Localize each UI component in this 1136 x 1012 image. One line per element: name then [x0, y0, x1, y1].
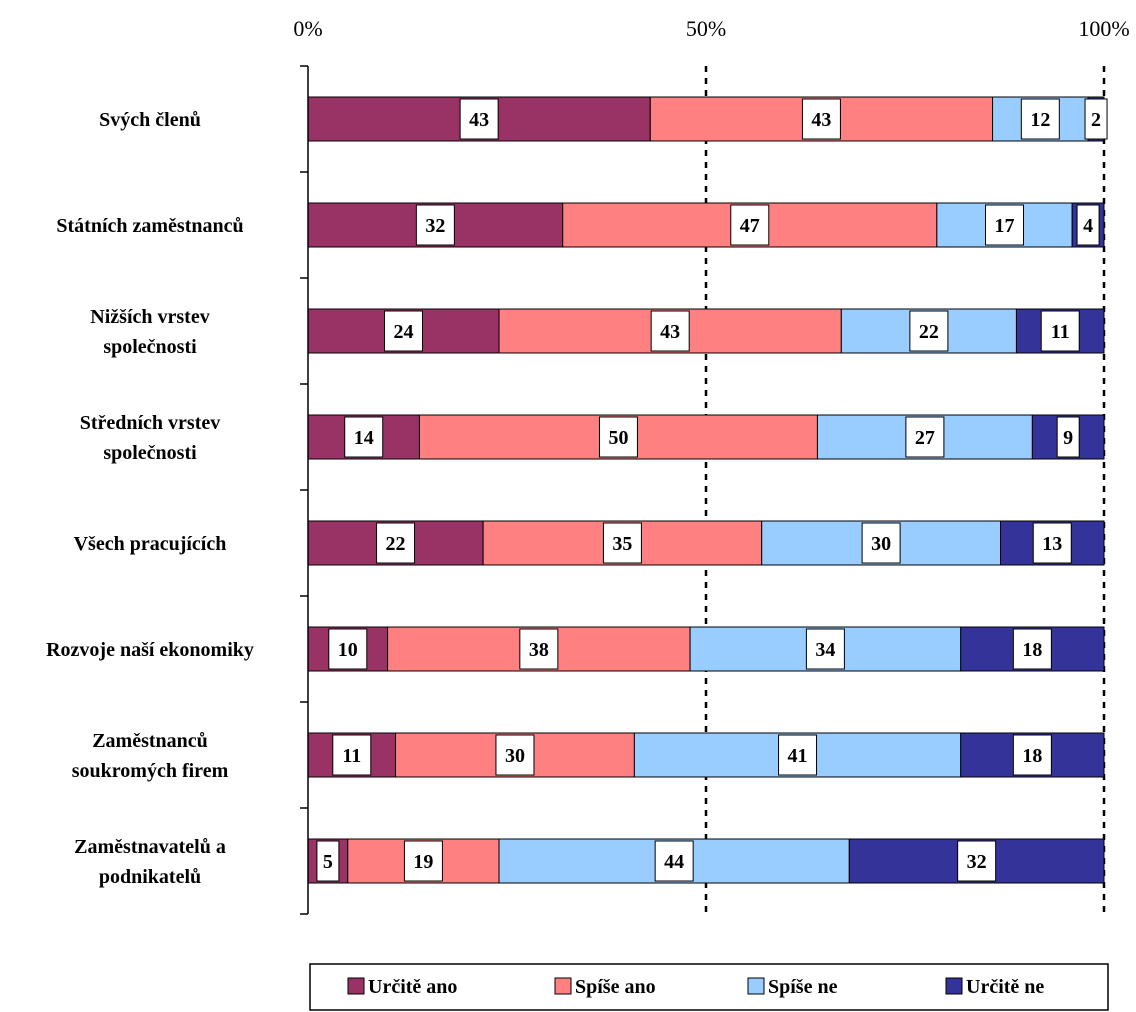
data-label-2-1: 32	[425, 215, 445, 237]
legend-label-3: Spíše ne	[768, 976, 838, 998]
data-label-6-3: 34	[815, 639, 835, 661]
data-label-1-4: 2	[1091, 109, 1101, 131]
data-label-6-4: 18	[1022, 639, 1042, 661]
category-labels: Svých členů Státních zaměstnanců Nižších v…	[46, 109, 254, 888]
data-labels: 43 43 12 2 32 47 17 4 24 43 22 11 14 50 27 9 22 35 30 13 10 3…	[316, 98, 1108, 882]
data-label-box-2-1	[415, 204, 455, 246]
category-label-8: Zaměstnavatelů a podnikatelů	[74, 836, 226, 888]
category-label-3: Nižších vrstev společnosti	[90, 306, 209, 358]
data-label-box-1-3	[1020, 98, 1060, 140]
data-label-2-4: 4	[1083, 215, 1093, 237]
data-label-box-8-1	[316, 840, 340, 882]
data-label-box-5-1	[376, 522, 416, 564]
data-label-box-2-3	[985, 204, 1024, 246]
data-label-box-3-1	[384, 310, 424, 352]
data-label-2-3: 17	[995, 215, 1015, 237]
data-label-4-2: 50	[608, 427, 628, 449]
legend-label-1: Určitě ano	[368, 976, 457, 998]
category-label-5: Všech pracujících	[74, 533, 227, 555]
data-label-box-1-4	[1084, 98, 1108, 140]
data-label-3-4: 11	[1051, 321, 1070, 343]
legend-label-2: Spíše ano	[575, 976, 656, 998]
data-label-4-4: 9	[1063, 427, 1073, 449]
gridlines	[704, 66, 1106, 914]
legend-swatch-2	[554, 977, 572, 995]
data-label-box-4-2	[598, 416, 638, 458]
data-label-box-8-2	[403, 840, 443, 882]
category-label-2: Státních zaměstnanců	[56, 215, 243, 237]
data-label-3-3: 22	[919, 321, 939, 343]
data-label-box-4-1	[344, 416, 384, 458]
data-label-8-2: 19	[413, 851, 433, 873]
legend-swatch-1	[347, 977, 365, 995]
data-label-8-1: 5	[323, 851, 333, 873]
data-label-box-6-3	[805, 628, 845, 670]
data-label-box-2-2	[730, 204, 770, 246]
x-tick-labels: 0% 50% 100%	[293, 16, 1129, 41]
data-label-box-1-1	[459, 98, 499, 140]
legend: Určitě ano Spíše ano Spíše ne Určitě ne	[309, 963, 1109, 1011]
data-label-7-1: 11	[342, 745, 361, 767]
data-label-box-3-2	[650, 310, 690, 352]
data-label-3-2: 43	[660, 321, 680, 343]
data-label-box-4-4	[1056, 416, 1080, 458]
data-label-box-5-3	[861, 522, 901, 564]
data-label-1-3: 12	[1030, 109, 1050, 131]
data-label-box-8-3	[654, 840, 694, 882]
data-label-box-6-1	[328, 628, 368, 670]
data-label-box-6-4	[1012, 628, 1052, 670]
data-label-6-1: 10	[338, 639, 358, 661]
data-label-box-3-4	[1040, 310, 1080, 352]
data-label-3-1: 24	[394, 321, 414, 343]
data-label-box-3-3	[909, 310, 949, 352]
x-tick-label-3: 100%	[1078, 16, 1129, 41]
data-label-4-3: 27	[915, 427, 935, 449]
legend-swatch-4	[945, 977, 963, 995]
category-label-7: Zaměstnanců soukromých firem	[72, 730, 229, 782]
data-label-box-7-3	[778, 734, 818, 776]
data-label-4-1: 14	[354, 427, 374, 449]
category-label-4: Středních vrstev společnosti	[80, 412, 221, 464]
data-label-box-2-4	[1076, 204, 1100, 246]
legend-box	[309, 963, 1109, 1011]
data-label-2-2: 47	[740, 215, 760, 237]
data-label-5-1: 22	[386, 533, 406, 555]
data-label-7-3: 41	[788, 745, 808, 767]
data-label-8-3: 44	[664, 851, 684, 873]
data-label-1-1: 43	[469, 109, 489, 131]
data-label-8-4: 32	[967, 851, 987, 873]
x-tick-label-1: 0%	[293, 16, 322, 41]
data-label-box-5-4	[1032, 522, 1072, 564]
data-label-7-4: 18	[1022, 745, 1042, 767]
data-label-box-7-4	[1012, 734, 1052, 776]
data-label-box-8-4	[957, 840, 997, 882]
data-label-box-7-2	[495, 734, 535, 776]
data-label-6-2: 38	[529, 639, 549, 661]
x-tick-label-2: 50%	[686, 16, 726, 41]
legend-label-4: Určitě ne	[966, 976, 1044, 998]
category-label-1: Svých členů	[99, 109, 201, 131]
legend-swatch-3	[747, 977, 765, 995]
data-label-5-2: 35	[612, 533, 632, 555]
data-label-box-5-2	[602, 522, 642, 564]
data-label-7-2: 30	[505, 745, 525, 767]
data-label-5-4: 13	[1042, 533, 1062, 555]
data-label-5-3: 30	[871, 533, 891, 555]
data-label-box-6-2	[519, 628, 559, 670]
data-label-box-7-1	[332, 734, 372, 776]
category-label-6: Rozvoje naší ekonomiky	[46, 639, 254, 661]
axis	[300, 65, 309, 915]
data-label-box-4-3	[905, 416, 945, 458]
data-label-1-2: 43	[811, 109, 831, 131]
data-label-box-1-2	[801, 98, 841, 140]
